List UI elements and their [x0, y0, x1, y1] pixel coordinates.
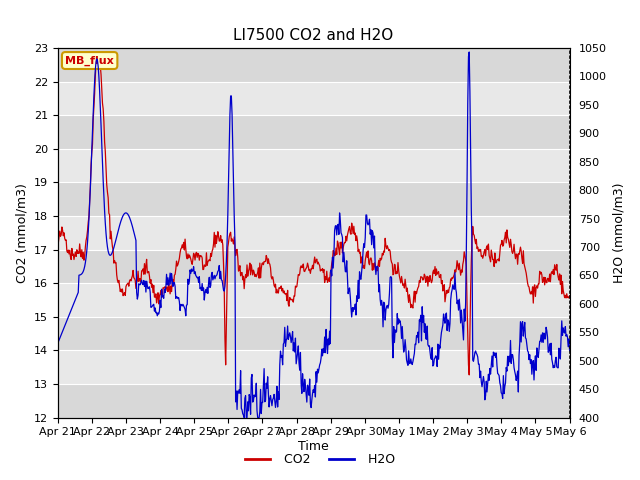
Bar: [58, 317, 570, 350]
Bar: [58, 115, 570, 149]
Bar: [58, 182, 570, 216]
Title: LI7500 CO2 and H2O: LI7500 CO2 and H2O: [234, 28, 394, 43]
Text: MB_flux: MB_flux: [65, 55, 114, 66]
Legend:  CO2,  H2O: CO2, H2O: [240, 448, 400, 471]
Y-axis label: H2O (mmol/m3): H2O (mmol/m3): [612, 182, 625, 283]
Bar: [58, 48, 570, 82]
Bar: [58, 250, 570, 283]
Bar: [58, 384, 570, 418]
Y-axis label: CO2 (mmol/m3): CO2 (mmol/m3): [15, 183, 28, 283]
X-axis label: Time: Time: [298, 440, 329, 453]
